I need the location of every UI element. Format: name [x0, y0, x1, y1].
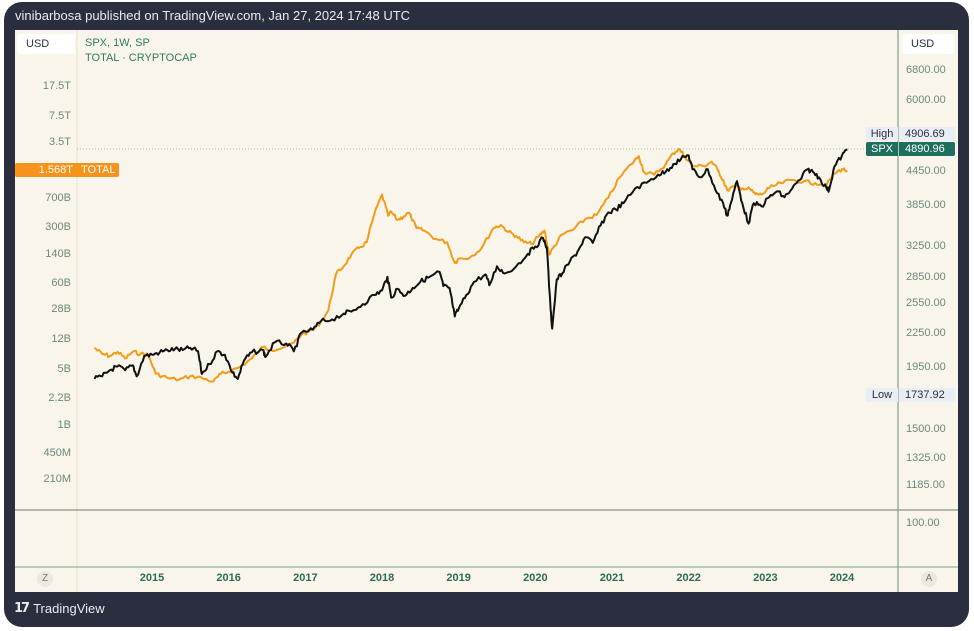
right-axis-tick-label: 3250.00: [906, 239, 946, 252]
low-label-tag: Low: [866, 388, 898, 402]
total-name-text: TOTAL: [81, 164, 116, 176]
low-value-text: 1737.92: [905, 389, 945, 401]
right-axis-tick-label: 1325.00: [906, 452, 946, 465]
time-axis-tick-label: 2016: [216, 572, 241, 584]
time-axis-tick-label: 2020: [523, 572, 548, 584]
time-axis-tick-label: 2017: [293, 572, 318, 584]
left-axis-tick-label: 700B: [45, 191, 71, 204]
right-axis-tick-label: 6000.00: [906, 94, 946, 106]
time-axis[interactable]: 2015 2016 2017 2018 2019 2020 2021 2022 2023 2024: [15, 572, 958, 590]
chart-svg[interactable]: [15, 30, 958, 592]
high-label-tag: High: [866, 127, 898, 141]
right-currency-label[interactable]: USD: [902, 34, 954, 54]
series-line-total[interactable]: [93, 147, 848, 383]
time-axis-tick-label: 2018: [369, 572, 395, 584]
low-label-text: Low: [871, 389, 893, 401]
spx-value-tag: 4890.96: [899, 142, 955, 156]
right-axis-tick-label: 2250.00: [906, 326, 946, 339]
right-price-axis[interactable]: 6800.00 6000.00 4450.00 3850.00 3250.00 2850.…: [906, 30, 958, 510]
right-axis-tick-label: 4450.00: [906, 164, 946, 177]
right-axis-tick-label: 2550.00: [906, 297, 946, 310]
time-axis-tick-label: 2015: [139, 572, 165, 584]
time-axis-tick-label: 2021: [599, 572, 625, 584]
tradingview-logo[interactable]: 17 TradingView: [14, 601, 105, 616]
left-axis-tick-label: 60B: [51, 277, 71, 289]
left-price-axis[interactable]: 17.5T 7.5T 3.5T 700B 300B 140B 60B 28B 12B 5B 2.2B…: [15, 30, 71, 510]
time-axis-tick-label: 2019: [446, 572, 471, 584]
lower-pane-axis-label: 100.00: [906, 517, 940, 529]
left-currency-label[interactable]: USD: [17, 34, 75, 54]
total-value-text: 1.568T: [38, 164, 73, 176]
right-axis-tick-label: 1500.00: [906, 423, 946, 435]
left-axis-tick-label: 1B: [57, 419, 71, 431]
left-axis-tick-label: 2.2B: [48, 391, 71, 404]
left-axis-tick-label: 300B: [45, 221, 71, 234]
high-label-text: High: [870, 128, 894, 140]
left-axis-tick-label: 450M: [43, 446, 71, 459]
left-axis-tick-label: 7.5T: [48, 109, 71, 122]
series-line-spx[interactable]: [93, 148, 848, 380]
total-value-tag: 1.568T: [15, 163, 77, 177]
left-axis-tick-label: 210M: [43, 473, 71, 486]
time-axis-tick-label: 2022: [676, 572, 701, 584]
left-axis-tick-label: 28B: [51, 303, 71, 316]
right-axis-tick-label: 6800.00: [906, 64, 946, 77]
left-axis-tick-label: 12B: [51, 332, 71, 345]
spx-value-text: 4890.96: [905, 143, 945, 155]
auto-scale-button[interactable]: A: [921, 571, 937, 587]
left-axis-tick-label: 3.5T: [48, 136, 71, 148]
right-axis-tick-label: 2850.00: [906, 270, 946, 283]
right-axis-tick-label: 3850.00: [906, 199, 946, 212]
spx-name-tag: SPX: [866, 142, 898, 156]
time-axis-tick-label: 2024: [829, 572, 855, 584]
left-axis-tick-label: 17.5T: [42, 80, 71, 93]
legend-series-spx[interactable]: SPX, 1W, SP: [85, 37, 150, 49]
legend-series-total[interactable]: TOTAL · CRYPTOCAP: [85, 52, 197, 64]
time-axis-zoom-button[interactable]: Z: [37, 571, 53, 587]
right-axis-tick-label: 1950.00: [906, 360, 946, 373]
right-axis-tick-label: 1185.00: [906, 478, 945, 491]
left-currency-text: USD: [26, 38, 50, 50]
tradingview-logo-icon: 17: [14, 601, 30, 616]
series-layer: [93, 147, 848, 383]
tradingview-brand: TradingView: [33, 601, 105, 616]
left-axis-tick-label: 140B: [45, 247, 71, 260]
high-value-tag: 4906.69: [899, 127, 955, 141]
time-axis-tick-label: 2023: [753, 572, 778, 584]
left-axis-tick-label: 5B: [57, 363, 71, 376]
published-header: vinibarbosa published on TradingView.com…: [15, 8, 411, 23]
right-currency-text: USD: [911, 38, 935, 50]
legend: SPX, 1W, SP TOTAL · CRYPTOCAP: [85, 36, 197, 66]
low-value-tag: 1737.92: [899, 388, 955, 402]
high-value-text: 4906.69: [905, 128, 945, 140]
total-name-tag: TOTAL: [77, 163, 120, 177]
chart-area[interactable]: USD USD SPX, 1W, SP TOTAL · CRYPTOCAP 17…: [15, 30, 958, 592]
spx-name-text: SPX: [870, 143, 893, 155]
